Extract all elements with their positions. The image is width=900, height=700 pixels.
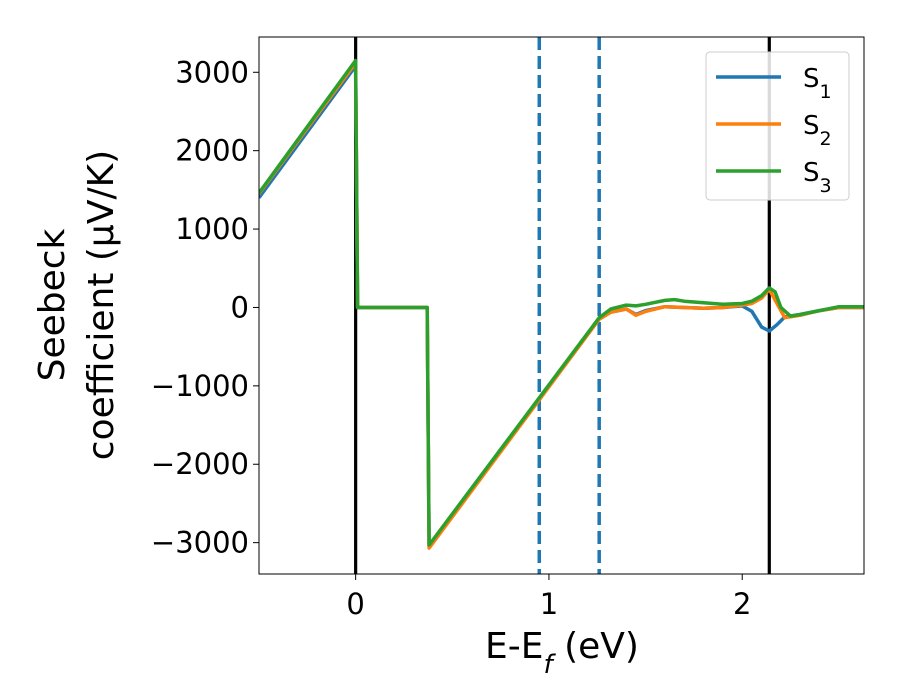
y-axis-label: Seebeck coefficient (μV/K) [32, 150, 122, 460]
y-axis-label-line2: coefficient (μV/K) [81, 150, 122, 460]
x-tick-label: 0 [346, 587, 364, 621]
x-axis-label-unit: (eV) [553, 626, 639, 667]
legend-box [705, 51, 850, 201]
x-tick-label: 1 [540, 587, 558, 621]
data-lines [259, 37, 864, 574]
y-tick-label: 2000 [175, 134, 249, 168]
y-axis-label-line1: Seebeck [32, 228, 73, 381]
series-line-s3 [259, 58, 864, 547]
y-tick-label: 1000 [175, 212, 249, 246]
y-tick-label: 3000 [175, 55, 249, 89]
y-tick-label: −2000 [151, 447, 249, 481]
plot-frame [258, 36, 865, 575]
x-axis-ticks: 0 1 2 [346, 574, 751, 621]
y-axis-ticks: 3000 2000 1000 0 −1000 −2000 −3000 [151, 55, 259, 560]
y-tick-label: −3000 [151, 526, 249, 560]
y-tick-label: 0 [231, 290, 249, 324]
x-tick-label: 2 [733, 587, 751, 621]
y-tick-label: −1000 [151, 369, 249, 403]
x-axis-label: E-Ef (eV) [485, 626, 639, 680]
